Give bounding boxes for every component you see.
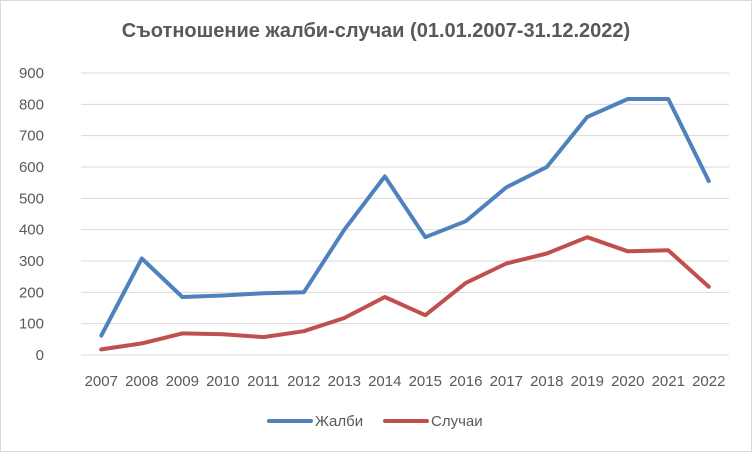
x-tick-label: 2011 (247, 373, 279, 390)
x-tick-label: 2010 (206, 373, 239, 390)
x-axis: 2007 2008 2009 2010 2011 2012 2013 2014 2015 2016… (85, 373, 726, 390)
y-tick-label: 300 (19, 253, 44, 270)
y-tick-label: 0 (36, 347, 44, 364)
x-tick-label: 2022 (692, 373, 725, 390)
x-tick-label: 2009 (166, 373, 199, 390)
y-tick-label: 800 (19, 96, 44, 113)
x-tick-label: 2016 (449, 373, 482, 390)
series-line-2 (99, 235, 711, 352)
legend-label-1: Жалби (315, 413, 363, 430)
x-tick-label: 2007 (85, 373, 118, 390)
y-tick-label: 600 (19, 159, 44, 176)
x-tick-label: 2015 (409, 373, 442, 390)
chart-title: Съотношение жалби-случаи (01.01.2007-31.… (121, 20, 631, 42)
x-tick-label: 2021 (652, 373, 685, 390)
x-tick-label: 2019 (571, 373, 604, 390)
x-tick-label: 2014 (368, 373, 401, 390)
series-lines (99, 97, 711, 352)
x-tick-label: 2008 (125, 373, 158, 390)
y-tick-label: 700 (19, 128, 44, 145)
legend-label-2: Случаи (431, 413, 483, 430)
x-tick-label: 2012 (287, 373, 320, 390)
series-line-1 (99, 97, 711, 338)
x-tick-label: 2018 (530, 373, 563, 390)
legend: Жалби Случаи (267, 413, 483, 430)
y-axis: 0 100 200 300 400 500 600 700 800 900 (19, 65, 44, 364)
y-tick-label: 900 (19, 65, 44, 82)
y-tick-label: 400 (19, 222, 44, 239)
y-tick-label: 100 (19, 316, 44, 333)
gridlines (81, 72, 729, 356)
y-tick-label: 500 (19, 190, 44, 207)
x-tick-label: 2020 (611, 373, 644, 390)
x-tick-label: 2013 (328, 373, 361, 390)
y-tick-label: 200 (19, 284, 44, 301)
x-tick-label: 2017 (490, 373, 523, 390)
